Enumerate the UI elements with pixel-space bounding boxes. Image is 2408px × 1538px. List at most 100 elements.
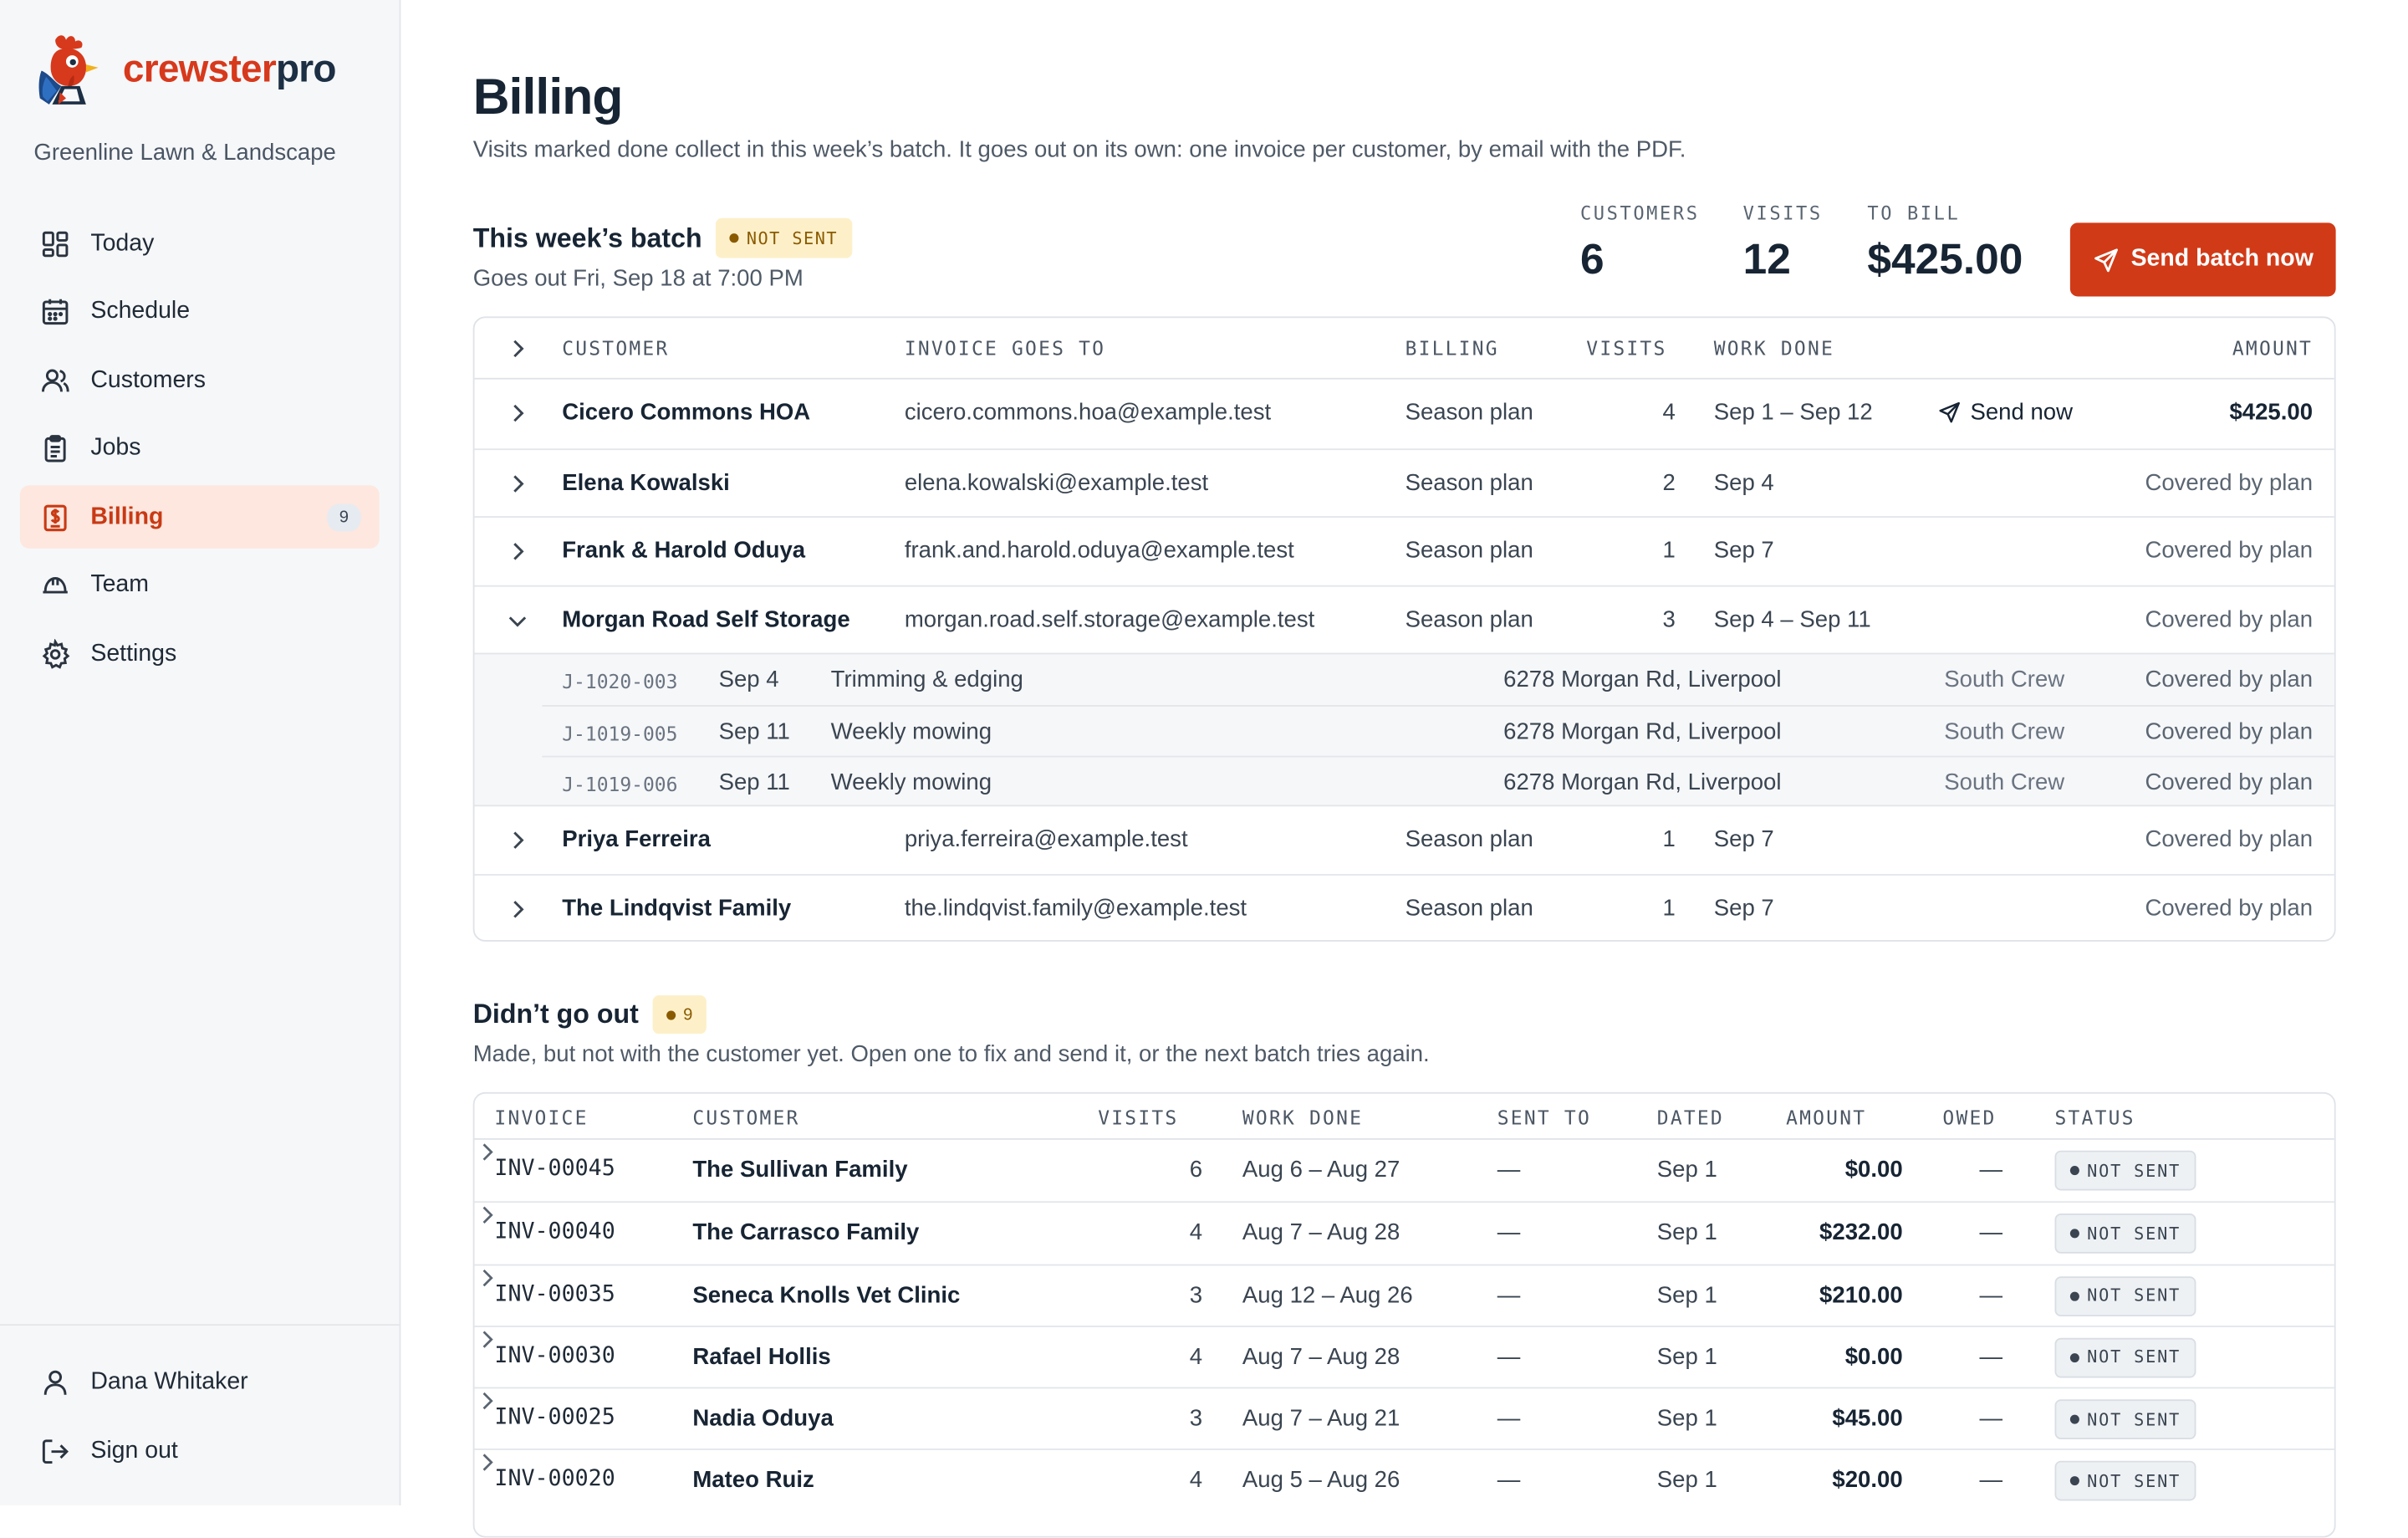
customer-email: priya.ferreira@example.test: [904, 826, 1188, 854]
col-status[interactable]: STATUS: [2054, 1106, 2135, 1129]
sidebar-item-label: Schedule: [90, 298, 191, 324]
not-sent-subtitle: Made, but not with the customer yet. Ope…: [472, 1041, 1430, 1068]
col-customer[interactable]: CUSTOMER: [692, 1106, 800, 1129]
sidebar-item-customers[interactable]: Customers: [20, 349, 380, 411]
chevron-right-icon[interactable]: [475, 1203, 499, 1228]
col-invoice[interactable]: INVOICE: [494, 1106, 589, 1129]
table-row[interactable]: INV-00040 The Carrasco Family 4 Aug 7 – …: [474, 1201, 2334, 1264]
col-customer[interactable]: CUSTOMER: [562, 336, 670, 360]
visit-count: 4: [1189, 1219, 1203, 1247]
send-now-button[interactable]: Send now: [1938, 400, 2073, 426]
table-row[interactable]: INV-00045 The Sullivan Family 6 Aug 6 – …: [475, 1140, 2334, 1202]
chevron-right-icon[interactable]: [505, 401, 529, 425]
visit-task: Trimming & edging: [830, 667, 1023, 694]
amount: Covered by plan: [2145, 606, 2314, 633]
table-row[interactable]: INV-00035 Seneca Knolls Vet Clinic 3 Aug…: [474, 1263, 2334, 1326]
customer-name: The Carrasco Family: [692, 1219, 920, 1247]
sidebar-item-label: Billing: [90, 503, 164, 530]
customer-name: Seneca Knolls Vet Clinic: [692, 1281, 961, 1309]
col-dated[interactable]: DATED: [1656, 1106, 1724, 1129]
sidebar-item-label: Team: [90, 572, 149, 599]
chevron-right-icon[interactable]: [475, 1451, 499, 1475]
sidebar-item-billing[interactable]: Billing 9: [19, 486, 380, 549]
visit-count: 1: [1662, 538, 1676, 565]
sent-to: —: [1497, 1405, 1521, 1433]
visit-row[interactable]: J-1020-003 Sep 4 Trimming & edging 6278 …: [542, 655, 2334, 705]
status-label: NOT SENT: [2087, 1160, 2181, 1181]
visit-count: 4: [1189, 1343, 1203, 1371]
table-row[interactable]: Priya Ferreira priya.ferreira@example.te…: [474, 805, 2334, 874]
owed: —: [1979, 1343, 2003, 1371]
sidebar-item-jobs[interactable]: Jobs: [20, 417, 380, 480]
stat-label: VISITS: [1742, 202, 1823, 225]
brand-part1: crewster: [122, 47, 277, 90]
sidebar-item-today[interactable]: Today: [20, 212, 380, 274]
customer-name: Rafael Hollis: [692, 1343, 831, 1371]
logo[interactable]: crewsterpro: [33, 31, 336, 108]
visit-crew: South Crew: [1944, 769, 2065, 795]
table-row-expanded[interactable]: Morgan Road Self Storage morgan.road.sel…: [474, 585, 2334, 653]
col-amount[interactable]: AMOUNT: [1786, 1106, 1867, 1129]
chevron-right-icon[interactable]: [505, 539, 529, 564]
chevron-right-icon[interactable]: [505, 471, 529, 495]
col-visits[interactable]: VISITS: [1586, 336, 1667, 360]
col-sent-to[interactable]: SENT TO: [1497, 1106, 1591, 1129]
chevron-down-icon[interactable]: [505, 608, 529, 632]
chevron-right-icon[interactable]: [475, 1327, 499, 1351]
sign-out-link[interactable]: Sign out: [20, 1419, 380, 1482]
visit-count: 1: [1662, 826, 1676, 854]
table-row[interactable]: Frank & Harold Oduya frank.and.harold.od…: [474, 516, 2334, 585]
send-icon: [2094, 248, 2118, 272]
chevron-right-icon[interactable]: [505, 336, 529, 360]
status-dot-icon: [2069, 1166, 2079, 1176]
chevron-right-icon[interactable]: [475, 1265, 499, 1290]
owed: —: [1979, 1281, 2003, 1309]
company-name: Greenline Lawn & Landscape: [33, 140, 336, 166]
user-icon: [43, 1369, 67, 1394]
visit-count: 3: [1189, 1405, 1203, 1433]
sidebar-item-schedule[interactable]: Schedule: [20, 280, 380, 343]
gear-icon: [42, 639, 70, 669]
sidebar-footer: Dana Whitaker Sign out: [0, 1324, 401, 1505]
owed: —: [1979, 1157, 2003, 1183]
customer-name: The Lindqvist Family: [562, 895, 792, 922]
visit-date: Sep 4: [718, 667, 779, 694]
visit-amount: Covered by plan: [2145, 769, 2314, 795]
work-done: Sep 1 – Sep 12: [1713, 399, 1873, 426]
sidebar-item-settings[interactable]: Settings: [20, 623, 380, 686]
amount: $0.00: [1844, 1157, 1903, 1183]
stat-to-bill: TO BILL $425.00: [1867, 202, 2023, 284]
chevron-right-icon[interactable]: [475, 1389, 499, 1413]
page-subtitle: Visits marked done collect in this week’…: [472, 136, 1686, 163]
visit-row[interactable]: J-1019-005 Sep 11 Weekly mowing 6278 Mor…: [542, 705, 2334, 755]
col-owed[interactable]: OWED: [1942, 1106, 1997, 1129]
user-profile[interactable]: Dana Whitaker: [20, 1350, 380, 1413]
table-row[interactable]: Cicero Commons HOA cicero.commons.hoa@ex…: [475, 380, 2334, 448]
col-visits[interactable]: VISITS: [1098, 1106, 1179, 1129]
table-row[interactable]: INV-00030 Rafael Hollis 4 Aug 7 – Aug 28…: [474, 1325, 2334, 1387]
work-done: Aug 7 – Aug 28: [1242, 1219, 1400, 1247]
table-row[interactable]: INV-00025 Nadia Oduya 3 Aug 7 – Aug 21 —…: [474, 1387, 2334, 1449]
col-billing[interactable]: BILLING: [1405, 336, 1499, 360]
chevron-right-icon[interactable]: [505, 829, 529, 853]
owed: —: [1979, 1219, 2003, 1247]
col-work[interactable]: WORK DONE: [1242, 1106, 1364, 1129]
sidebar-item-team[interactable]: Team: [20, 554, 380, 617]
col-amount[interactable]: AMOUNT: [2232, 336, 2314, 360]
send-icon: [1939, 401, 1960, 423]
work-done: Aug 7 – Aug 21: [1242, 1405, 1400, 1433]
table-row[interactable]: The Lindqvist Family the.lindqvist.famil…: [474, 874, 2334, 940]
send-batch-button[interactable]: Send batch now: [2069, 222, 2336, 297]
table-row[interactable]: Elena Kowalski elena.kowalski@example.te…: [474, 447, 2334, 517]
visit-row[interactable]: J-1019-006 Sep 11 Weekly mowing 6278 Mor…: [542, 755, 2334, 805]
col-goes-to[interactable]: INVOICE GOES TO: [904, 336, 1106, 360]
chevron-right-icon[interactable]: [475, 1140, 499, 1164]
col-work[interactable]: WORK DONE: [1713, 336, 1834, 360]
visit-count: 6: [1189, 1157, 1203, 1183]
status-badge: NOT SENT: [2054, 1399, 2196, 1440]
invoice-dollar-icon: [43, 504, 67, 531]
chevron-right-icon[interactable]: [505, 897, 529, 922]
table-row[interactable]: INV-00020 Mateo Ruiz 4 Aug 5 – Aug 26 — …: [474, 1449, 2334, 1511]
batch-header: This week’s batch NOT SENT: [473, 217, 852, 258]
visit-task: Weekly mowing: [830, 718, 992, 745]
